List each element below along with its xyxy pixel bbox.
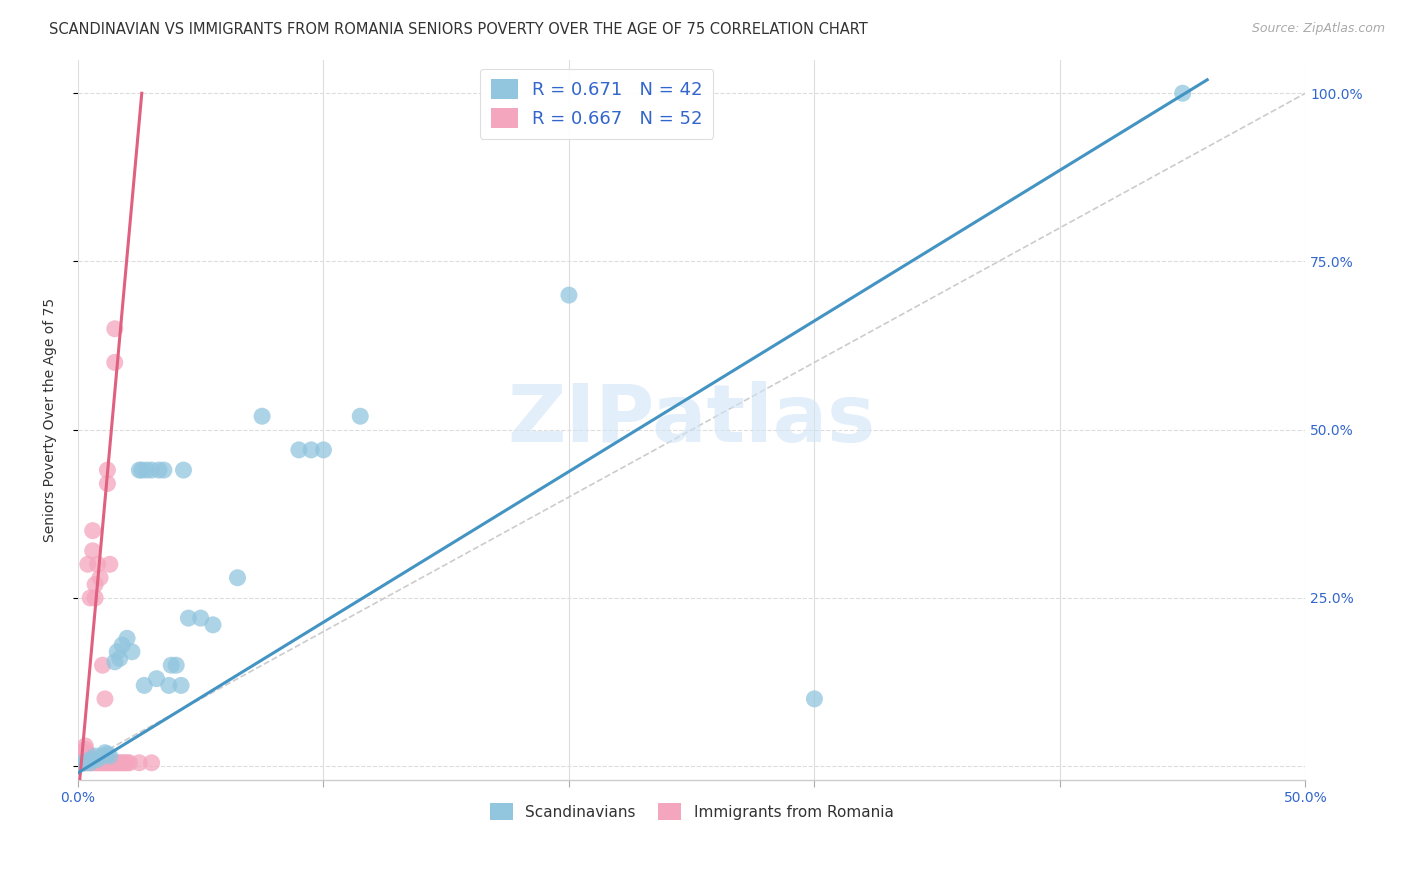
Point xyxy=(79,591,101,605)
Point xyxy=(141,756,163,770)
Point xyxy=(111,756,134,770)
Text: SCANDINAVIAN VS IMMIGRANTS FROM ROMANIA SENIORS POVERTY OVER THE AGE OF 75 CORRE: SCANDINAVIAN VS IMMIGRANTS FROM ROMANIA … xyxy=(49,22,868,37)
Point xyxy=(72,746,94,760)
Point xyxy=(82,752,104,766)
Point xyxy=(299,442,322,457)
Point xyxy=(135,463,157,477)
Point xyxy=(79,756,101,770)
Point xyxy=(114,756,136,770)
Point xyxy=(115,632,138,646)
Point xyxy=(141,463,163,477)
Point xyxy=(250,409,273,424)
Point xyxy=(121,645,143,659)
Point xyxy=(173,463,195,477)
Point xyxy=(101,756,124,770)
Point xyxy=(170,678,193,692)
Point xyxy=(82,524,104,538)
Point xyxy=(76,756,98,770)
Point xyxy=(96,747,118,761)
Point xyxy=(226,571,249,585)
Point xyxy=(349,409,371,424)
Text: Source: ZipAtlas.com: Source: ZipAtlas.com xyxy=(1251,22,1385,36)
Point xyxy=(94,691,117,706)
Point xyxy=(160,658,183,673)
Point xyxy=(84,577,107,591)
Point xyxy=(108,651,131,665)
Point xyxy=(75,749,97,764)
Point xyxy=(89,571,111,585)
Point xyxy=(75,756,97,770)
Point xyxy=(84,756,107,770)
Point xyxy=(86,558,108,572)
Point xyxy=(128,463,150,477)
Point xyxy=(157,678,180,692)
Point xyxy=(82,544,104,558)
Point xyxy=(803,691,825,706)
Point xyxy=(69,752,91,766)
Point xyxy=(105,756,128,770)
Point xyxy=(104,756,127,770)
Point xyxy=(1171,87,1194,101)
Point xyxy=(288,442,311,457)
Point xyxy=(96,463,118,477)
Point xyxy=(98,756,121,770)
Point xyxy=(105,645,128,659)
Point xyxy=(69,756,91,770)
Point xyxy=(98,558,121,572)
Point xyxy=(177,611,200,625)
Point xyxy=(89,756,111,770)
Point xyxy=(104,355,127,369)
Point xyxy=(72,754,94,768)
Point xyxy=(165,658,187,673)
Point xyxy=(76,749,98,764)
Legend: Scandinavians, Immigrants from Romania: Scandinavians, Immigrants from Romania xyxy=(484,797,900,826)
Point xyxy=(75,742,97,756)
Point xyxy=(201,617,224,632)
Point xyxy=(76,558,98,572)
Text: ZIPatlas: ZIPatlas xyxy=(508,381,876,458)
Point xyxy=(108,756,131,770)
Y-axis label: Seniors Poverty Over the Age of 75: Seniors Poverty Over the Age of 75 xyxy=(44,298,58,541)
Point xyxy=(94,746,117,760)
Point xyxy=(82,756,104,770)
Point xyxy=(75,739,97,753)
Point xyxy=(79,749,101,764)
Point xyxy=(75,752,97,766)
Point xyxy=(104,322,127,336)
Point xyxy=(111,638,134,652)
Point xyxy=(79,756,101,770)
Point xyxy=(76,754,98,768)
Point xyxy=(131,463,153,477)
Point xyxy=(84,749,107,764)
Point xyxy=(79,752,101,766)
Point xyxy=(145,672,167,686)
Point xyxy=(104,655,127,669)
Point xyxy=(86,752,108,766)
Point xyxy=(72,749,94,764)
Point xyxy=(115,756,138,770)
Point xyxy=(118,756,141,770)
Point xyxy=(76,754,98,768)
Point xyxy=(91,749,114,764)
Point xyxy=(134,678,156,692)
Point xyxy=(128,756,150,770)
Point xyxy=(153,463,176,477)
Point xyxy=(82,752,104,766)
Point xyxy=(94,756,117,770)
Point xyxy=(75,756,97,770)
Point xyxy=(96,476,118,491)
Point xyxy=(190,611,212,625)
Point xyxy=(86,756,108,770)
Point xyxy=(72,756,94,770)
Point xyxy=(72,756,94,770)
Point xyxy=(91,658,114,673)
Point xyxy=(96,756,118,770)
Point xyxy=(91,756,114,770)
Point xyxy=(148,463,170,477)
Point xyxy=(98,749,121,764)
Point xyxy=(75,746,97,760)
Point xyxy=(84,591,107,605)
Point xyxy=(558,288,581,302)
Point xyxy=(312,442,335,457)
